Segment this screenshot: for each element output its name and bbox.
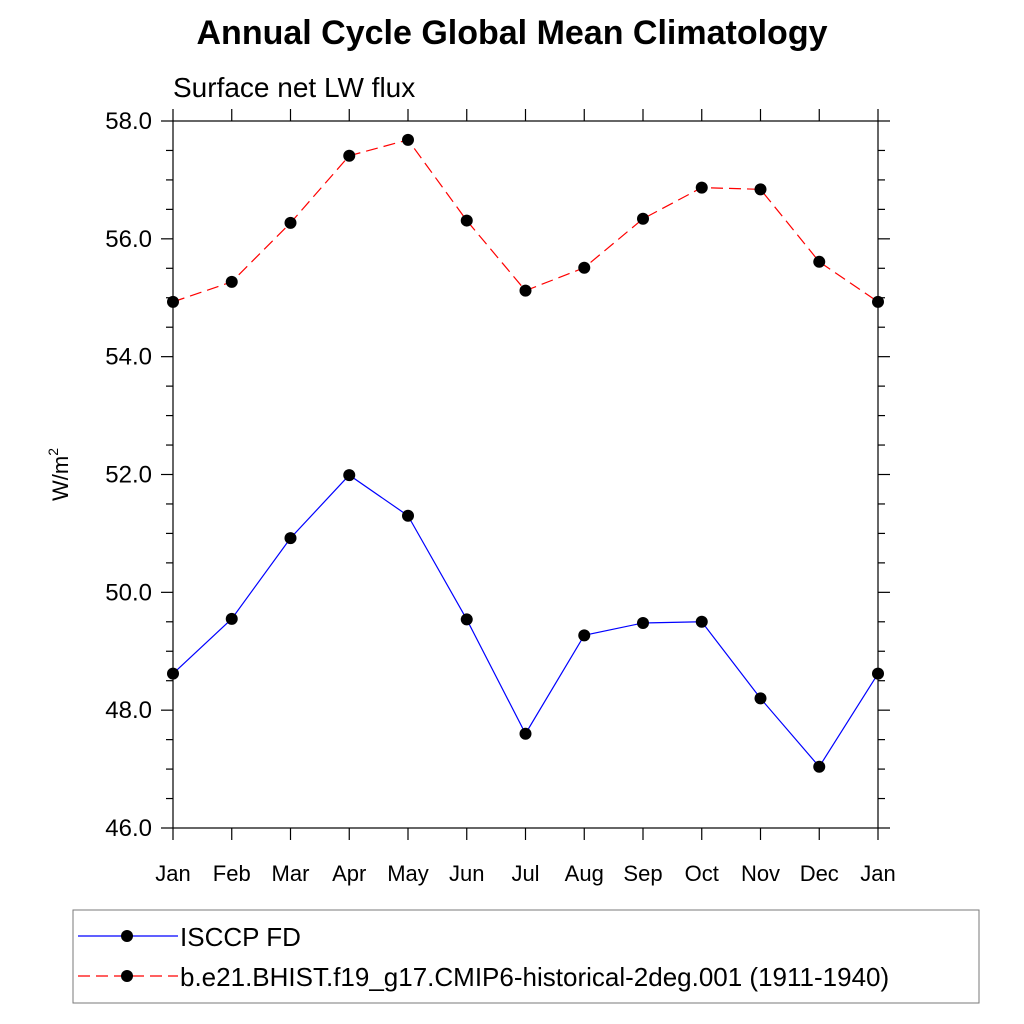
data-point bbox=[872, 295, 884, 308]
data-point bbox=[284, 532, 297, 545]
data-point bbox=[695, 615, 708, 628]
legend-label-1: b.e21.BHIST.f19_g17.CMIP6-historical-2de… bbox=[180, 962, 889, 992]
data-point bbox=[637, 616, 649, 629]
chart-title: Annual Cycle Global Mean Climatology bbox=[196, 14, 828, 52]
series-line-1 bbox=[172, 139, 879, 303]
legend-label-0: ISCCP FD bbox=[180, 922, 301, 952]
x-tick-label: Jan bbox=[155, 861, 190, 886]
data-point bbox=[695, 181, 708, 194]
x-tick-label: Jun bbox=[449, 861, 484, 886]
x-tick-label: Nov bbox=[741, 861, 780, 886]
data-point bbox=[637, 212, 649, 225]
data-point bbox=[872, 667, 884, 680]
y-tick-label: 54.0 bbox=[105, 344, 152, 371]
x-tick-label: Feb bbox=[213, 861, 251, 886]
data-point bbox=[578, 261, 591, 274]
legend-marker-0 bbox=[121, 930, 133, 942]
y-tick-label: 50.0 bbox=[105, 579, 152, 606]
data-point bbox=[343, 469, 356, 482]
data-point bbox=[754, 692, 767, 705]
data-point bbox=[167, 295, 179, 308]
data-point bbox=[167, 667, 179, 680]
plot-frame bbox=[172, 120, 879, 829]
x-tick-label: Jul bbox=[511, 861, 539, 886]
data-point bbox=[225, 275, 238, 288]
legend-marker-1 bbox=[121, 970, 133, 982]
data-point bbox=[813, 760, 826, 773]
data-point bbox=[754, 183, 767, 196]
y-tick-label: 52.0 bbox=[105, 462, 152, 489]
data-point bbox=[402, 509, 414, 522]
data-point bbox=[460, 214, 473, 227]
series-line-0 bbox=[172, 474, 879, 768]
x-tick-label: Oct bbox=[685, 861, 719, 886]
data-point bbox=[519, 284, 532, 297]
data-point bbox=[578, 629, 591, 642]
y-tick-label: 58.0 bbox=[105, 108, 152, 135]
x-tick-label: Sep bbox=[623, 861, 662, 886]
y-tick-label: 56.0 bbox=[105, 226, 152, 253]
data-point bbox=[343, 149, 356, 162]
x-tick-label: Mar bbox=[272, 861, 310, 886]
data-point bbox=[284, 216, 297, 229]
y-axis-label: W/m2 bbox=[45, 448, 73, 501]
x-tick-label: Apr bbox=[332, 861, 366, 886]
chart-subtitle: Surface net LW flux bbox=[173, 72, 416, 103]
y-tick-label: 48.0 bbox=[105, 697, 152, 724]
x-tick-label: Aug bbox=[565, 861, 604, 886]
data-point bbox=[813, 255, 826, 268]
y-tick-label: 46.0 bbox=[105, 815, 152, 842]
data-point bbox=[402, 133, 414, 146]
x-tick-label: May bbox=[387, 861, 429, 886]
x-tick-label: Jan bbox=[860, 861, 895, 886]
data-point bbox=[460, 613, 473, 626]
data-point bbox=[225, 612, 238, 625]
legend-box bbox=[72, 909, 980, 1004]
x-tick-label: Dec bbox=[800, 861, 839, 886]
data-point bbox=[519, 727, 532, 740]
